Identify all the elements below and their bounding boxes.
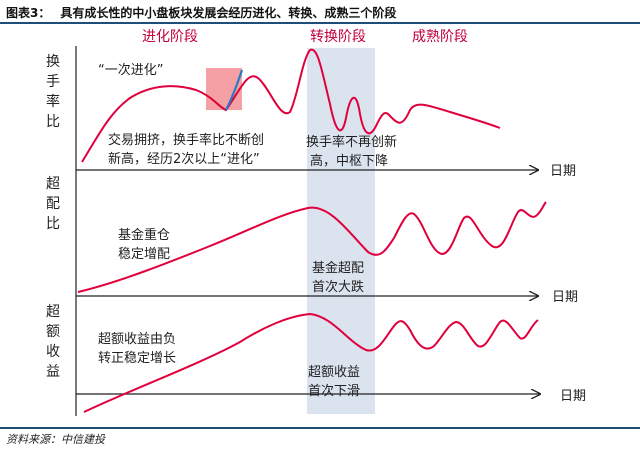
panel-1-ylabel-2: 手 <box>46 74 60 90</box>
panel-2-annotation-first-drop: 基金超配 首次大跌 <box>312 260 368 295</box>
panel-1-ylabel-4: 比 <box>46 114 60 130</box>
panel-2-ann-1-line-1: 基金重仓 <box>118 227 170 243</box>
excess-return-curve <box>83 312 539 413</box>
panel-1-ann-3-line-1: 换手率不再创新 <box>306 134 397 150</box>
figure-title-text: 具有成长性的中小盘板块发展会经历进化、转换、成熟三个阶段 <box>60 6 397 20</box>
panel-3-ylabel-3: 收 <box>46 344 60 360</box>
panel-2-ann-1-line-2: 稳定增配 <box>118 246 170 262</box>
stage-label-evolution: 进化阶段 <box>142 29 198 45</box>
panel-3-ann-1-line-1: 超额收益由负 <box>98 332 176 347</box>
three-stage-diagram: 进化阶段 转换阶段 成熟阶段 换 手 率 比 日期 “一次进化” 交易拥挤，换手… <box>46 28 586 416</box>
figure-number: 图表3： <box>6 6 51 20</box>
panel-1-ann-1-line-1: “一次进化” <box>98 62 163 78</box>
top-rule <box>0 22 640 24</box>
panel-1-annotation-no-new-high: 换手率不再创新 高，中枢下降 <box>306 134 401 169</box>
one-evolution-highlight-box <box>206 68 242 110</box>
panel-1-annotation-crowding: 交易拥挤，换手率比不断创 新高，经历2次以上“进化” <box>108 132 268 167</box>
stage-label-maturity: 成熟阶段 <box>412 29 468 45</box>
panel-2-ylabel-2: 配 <box>46 196 60 212</box>
panel-3-ylabel-2: 额 <box>46 324 60 340</box>
panel-3-annotation-first-decline: 超额收益 首次下滑 <box>308 365 364 399</box>
panel-3-ann-2-line-2: 首次下滑 <box>308 383 360 399</box>
transition-stage-band <box>307 48 375 414</box>
bottom-rule <box>0 427 640 429</box>
panel-2-annotation-heavy-holdings: 基金重仓 稳定增配 <box>118 227 174 262</box>
panel-3-ann-1-line-2: 转正稳定增长 <box>98 350 176 366</box>
panel-overweight-ratio: 超 配 比 日期 基金重仓 稳定增配 基金超配 首次大跌 <box>46 176 578 305</box>
overweight-ratio-curve <box>77 201 547 293</box>
figure-header: 图表3： 具有成长性的中小盘板块发展会经历进化、转换、成熟三个阶段 <box>0 0 640 24</box>
panel-turnover-ratio: 换 手 率 比 日期 “一次进化” 交易拥挤，换手率比不断创 新高，经历2次以上… <box>46 48 576 179</box>
turnover-ratio-curve <box>81 48 501 163</box>
panel-1-annotation-one-evolution: “一次进化” <box>98 62 163 78</box>
stage-label-transition: 转换阶段 <box>310 28 366 45</box>
panel-2-ylabel-1: 超 <box>46 176 60 192</box>
panel-2-time-axis-label: 日期 <box>552 290 578 305</box>
panel-1-ylabel-3: 率 <box>46 93 60 110</box>
panel-1-time-axis-label: 日期 <box>550 164 576 179</box>
panel-1-ann-3-line-2: 高，中枢下降 <box>310 153 388 169</box>
panel-3-time-axis-label: 日期 <box>560 389 586 404</box>
panel-2-ann-2-line-1: 基金超配 <box>312 260 364 276</box>
panel-1-ann-2-line-2: 新高，经历2次以上“进化” <box>108 151 260 167</box>
panel-1-ylabel-1: 换 <box>46 53 60 70</box>
figure-source: 资料来源：中信建投 <box>6 433 105 446</box>
figure-title: 图表3： 具有成长性的中小盘板块发展会经历进化、转换、成熟三个阶段 <box>6 4 396 21</box>
panel-2-ann-2-line-2: 首次大跌 <box>312 279 364 295</box>
panel-2-ylabel-3: 比 <box>46 216 60 232</box>
panel-1-ann-2-line-1: 交易拥挤，换手率比不断创 <box>108 132 264 148</box>
one-evolution-curve-segment <box>225 69 244 111</box>
panel-excess-return: 超 额 收 益 日期 超额收益由负 转正稳定增长 超额收益 首次下滑 <box>46 304 586 413</box>
panel-3-ann-2-line-1: 超额收益 <box>308 365 360 380</box>
panel-3-ylabel-1: 超 <box>46 304 60 320</box>
panel-3-ylabel-4: 益 <box>46 364 60 380</box>
panel-3-annotation-turn-positive: 超额收益由负 转正稳定增长 <box>98 332 180 366</box>
